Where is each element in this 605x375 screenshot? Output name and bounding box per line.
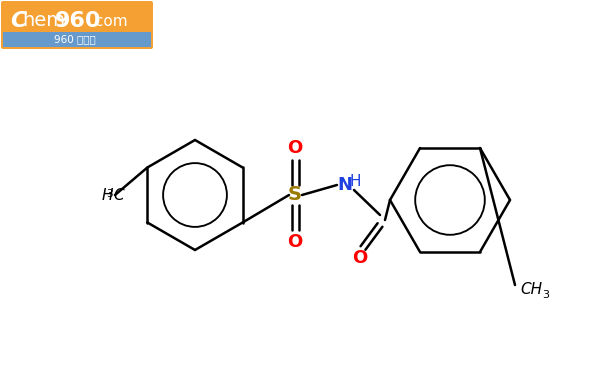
- Text: S: S: [288, 186, 302, 204]
- Text: 960: 960: [55, 11, 102, 31]
- Text: 3: 3: [542, 290, 549, 300]
- Text: C: C: [10, 11, 27, 31]
- Text: N: N: [338, 176, 353, 194]
- Bar: [3, 32, 151, 47]
- FancyBboxPatch shape: [1, 1, 153, 49]
- Text: O: O: [287, 233, 302, 251]
- Text: 960 化工网: 960 化工网: [54, 34, 96, 44]
- Text: hem: hem: [22, 12, 65, 30]
- Text: O: O: [352, 249, 368, 267]
- Text: C: C: [113, 188, 123, 202]
- Text: H: H: [102, 188, 113, 202]
- Text: O: O: [287, 139, 302, 157]
- Text: 3: 3: [106, 189, 113, 199]
- Text: .com: .com: [90, 13, 128, 28]
- Text: H: H: [349, 174, 361, 189]
- Text: CH: CH: [520, 282, 542, 297]
